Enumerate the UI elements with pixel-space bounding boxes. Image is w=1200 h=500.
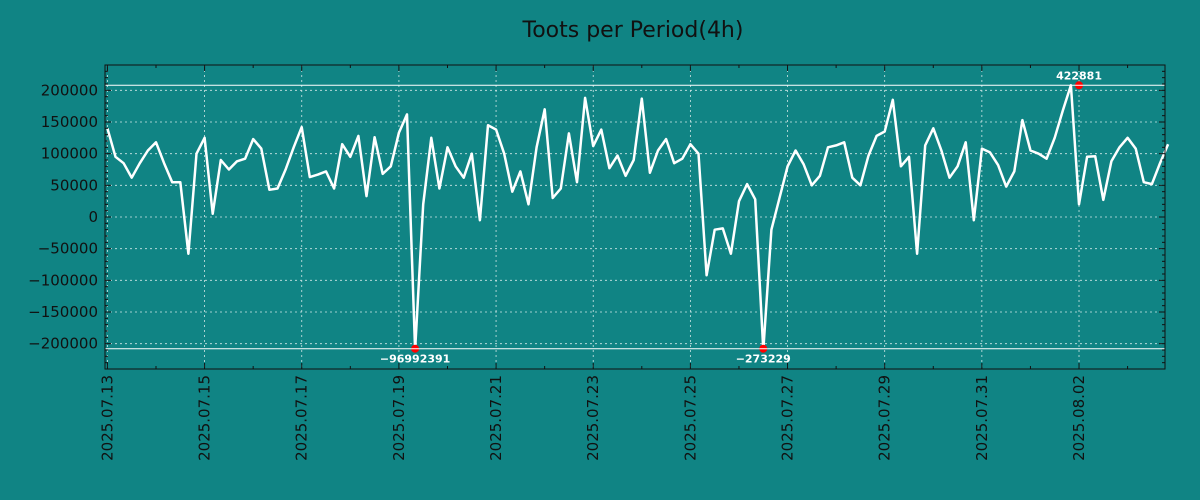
y-tick-label: 200000 <box>41 81 98 99</box>
x-tick-label: 2025.07.15 <box>196 375 214 461</box>
y-tick-label: −50000 <box>38 240 98 258</box>
chart-title: Toots per Period(4h) <box>522 18 744 43</box>
y-tick-label: 100000 <box>41 145 98 163</box>
x-tick-label: 2025.07.19 <box>390 375 408 461</box>
x-tick-label: 2025.07.27 <box>779 375 797 461</box>
series-layer <box>106 84 1170 352</box>
annotation-layer: 422881 −96992391 −273229 <box>380 69 1102 365</box>
x-tick-label: 2025.08.02 <box>1070 375 1088 461</box>
tick-layer: 200000 150000 100000 50000 0 −50000 −100000 −15… <box>28 64 1165 461</box>
annotation-label: −96992391 <box>380 353 450 366</box>
grid-layer <box>105 65 1165 369</box>
y-tick-label: −150000 <box>28 303 98 321</box>
y-tick-label: 150000 <box>41 113 98 131</box>
x-tick-label: 2025.07.25 <box>681 375 699 461</box>
x-tick-label: 2025.07.17 <box>293 375 311 461</box>
x-tick-label: 2025.07.31 <box>973 375 991 461</box>
x-tick-label: 2025.07.29 <box>876 375 894 461</box>
x-tick-label: 2025.07.21 <box>487 375 505 461</box>
x-tick-label: 2025.07.13 <box>98 375 116 461</box>
annotation-label: −273229 <box>736 353 791 366</box>
y-tick-label: 0 <box>88 208 98 226</box>
reference-lines <box>105 84 1165 350</box>
annotation-label: 422881 <box>1056 69 1102 82</box>
marker-layer <box>411 81 1084 353</box>
x-tick-label: 2025.07.23 <box>584 375 602 461</box>
y-tick-label: −100000 <box>28 271 98 289</box>
y-tick-label: 50000 <box>50 176 98 194</box>
series-line-toots <box>106 84 1170 352</box>
y-tick-label: −200000 <box>28 335 98 353</box>
